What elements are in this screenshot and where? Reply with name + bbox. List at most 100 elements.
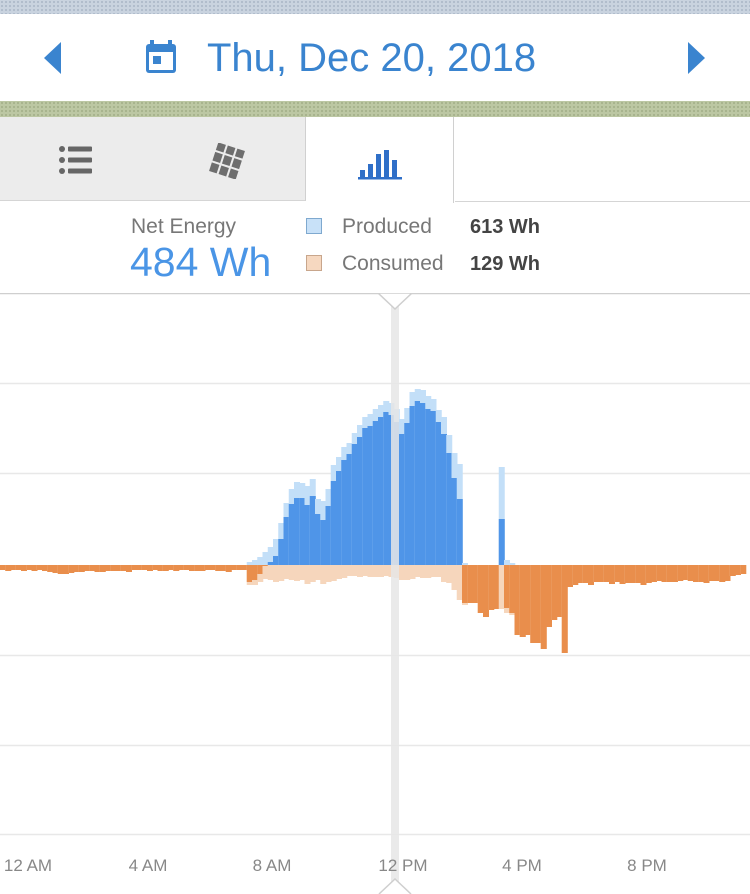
net-consumed-bar [635,565,642,583]
net-consumed-bar [173,565,180,571]
net-consumed-bar [231,565,237,570]
consumed-bar [325,565,332,582]
date-label[interactable]: Thu, Dec 20, 2018 [207,36,537,80]
top-pattern-strip [0,0,750,14]
net-consumed-bar [73,565,80,572]
net-consumed-bar [110,565,117,571]
consumed-bar [409,565,416,579]
net-consumed-bar [26,565,33,570]
net-consumed-bar [561,565,568,653]
net-consumed-bar [168,565,174,570]
net-produced-bar [420,403,426,565]
consumed-bar [383,565,390,576]
net-consumed-bar [178,565,185,570]
produced-bar [498,467,505,565]
produced-bar [509,563,516,565]
net-produced-bar [425,409,432,565]
net-consumed-bar [246,565,253,582]
net-consumed-bar [640,565,647,585]
net-consumed-bar [210,565,216,570]
net-consumed-bar [593,565,600,582]
view-tabs [0,117,750,203]
net-consumed-bar [567,565,573,587]
energy-chart[interactable]: 12 AM 4 AM 8 AM 12 PM 4 PM 8 PM [0,293,750,894]
consumed-bar [320,565,327,584]
list-icon [59,146,92,174]
net-produced-bar [414,401,421,565]
x-tick-label: 8 AM [253,856,292,875]
consumed-bar [498,565,505,609]
net-consumed-bar [509,565,516,613]
net-consumed-bar [115,565,122,571]
energy-bar-chart[interactable]: 12 AM 4 AM 8 AM 12 PM 4 PM 8 PM [0,293,750,894]
consumed-bar [404,565,411,580]
consumed-bar [336,565,342,579]
consumed-bar [372,565,379,577]
consumed-bar [367,565,374,577]
net-consumed-bar [236,565,243,570]
net-consumed-bar [152,565,159,570]
net-consumed-bar [194,565,201,571]
net-consumed-bar [136,565,143,570]
net-consumed-bar [52,565,59,573]
consumed-bar [441,565,447,582]
net-produced-bar [283,517,290,565]
tab-panels[interactable] [153,117,306,201]
net-consumed-bar [21,565,27,571]
net-consumed-bar [551,565,558,620]
consumed-bar [309,565,316,582]
net-consumed-bar [462,565,468,603]
net-consumed-bar [84,565,90,571]
produced-bar [262,552,269,565]
x-tick-label: 4 AM [129,856,168,875]
cursor-pointer-bottom [378,877,412,894]
consumed-bar [283,565,290,579]
chevron-right-icon[interactable] [688,42,705,74]
net-consumed-bar [540,565,547,649]
net-produced-bar [430,411,437,565]
tab-bar-divider [455,201,750,202]
chevron-left-icon[interactable] [44,42,61,74]
net-consumed-bar [682,565,689,580]
net-consumed-bar [609,565,615,584]
net-produced-bar [435,422,442,565]
net-produced-bar [341,460,348,565]
net-produced-bar [273,556,279,565]
net-consumed-bar [89,565,96,571]
tab-chart[interactable] [306,117,454,203]
net-consumed-bar [577,565,584,583]
consumed-bar [414,565,421,577]
net-consumed-bar [661,565,668,582]
calendar-icon[interactable] [145,40,177,74]
produced-bar [246,562,253,565]
net-consumed-bar [525,565,531,635]
produced-bar [267,547,274,565]
net-produced-bar [351,444,358,565]
net-produced-bar [336,471,342,565]
net-produced-bar [456,499,463,565]
tab-list[interactable] [0,117,153,201]
net-consumed-bar [78,565,85,572]
net-consumed-bar [582,565,589,583]
x-tick-label: 12 AM [4,856,52,875]
net-produced-bar [299,498,306,565]
net-consumed-bar [677,565,684,581]
net-consumed-bar [31,565,38,571]
net-produced-bar [330,481,337,565]
net-produced-bar [498,519,505,565]
net-consumed-bar [672,565,678,582]
net-consumed-bar [105,565,111,571]
produced-bar [462,563,468,565]
time-cursor[interactable] [391,293,399,894]
consumed-bar [273,565,279,582]
net-consumed-bar [0,565,6,570]
consumed-bar [262,565,269,579]
produced-bar [504,560,510,565]
net-consumed-bar [42,565,48,571]
net-consumed-bar [719,565,726,582]
consumed-bar [430,565,437,577]
net-consumed-bar [714,565,720,581]
consumed-bar [278,565,285,581]
consumed-bar [299,565,306,580]
net-energy-label: Net Energy [131,215,237,238]
